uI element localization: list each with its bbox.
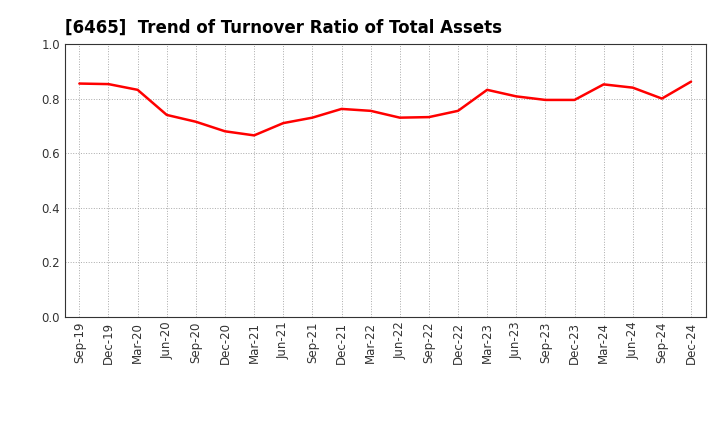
Text: [6465]  Trend of Turnover Ratio of Total Assets: [6465] Trend of Turnover Ratio of Total …	[65, 19, 502, 37]
